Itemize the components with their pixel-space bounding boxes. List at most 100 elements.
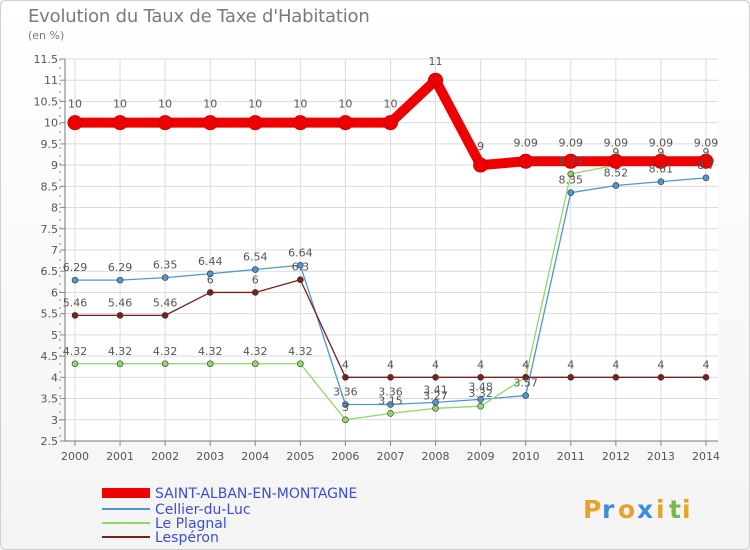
data-label: 4 — [342, 358, 349, 371]
data-label: 10 — [248, 98, 262, 111]
data-label: 9 — [702, 146, 709, 159]
data-point — [251, 360, 259, 368]
brand-letter: i — [656, 495, 665, 524]
x-tick-label: 2010 — [512, 450, 540, 463]
data-point — [702, 174, 710, 182]
data-label: 4 — [522, 358, 529, 371]
data-label: 3.57 — [513, 377, 538, 390]
y-tick-label: 11 — [44, 74, 58, 87]
y-tick-label: 10 — [44, 117, 58, 130]
data-point — [657, 374, 665, 381]
data-label: 4 — [477, 358, 484, 371]
data-label: 9.09 — [604, 136, 629, 149]
data-point — [612, 182, 620, 189]
data-label: 4.32 — [198, 345, 223, 358]
data-point — [67, 115, 83, 131]
data-point — [161, 360, 169, 368]
data-label: 4.32 — [153, 345, 178, 358]
data-point — [297, 261, 304, 269]
x-tick-label: 2011 — [557, 450, 585, 463]
data-label: 10 — [68, 98, 82, 111]
data-label: 9.09 — [694, 136, 719, 149]
data-point — [382, 115, 398, 131]
data-label: 10 — [113, 98, 127, 111]
data-label: 8.35 — [559, 174, 584, 187]
y-tick-label: 11.5 — [34, 53, 59, 66]
data-label: 5.46 — [153, 296, 178, 309]
brand-letter: P — [583, 495, 601, 524]
data-point — [608, 153, 624, 169]
data-point — [206, 360, 214, 368]
y-tick-label: 4 — [51, 371, 58, 384]
data-point — [342, 416, 349, 424]
x-tick-label: 2012 — [602, 450, 630, 463]
data-point — [297, 360, 304, 368]
data-label: 9 — [612, 146, 619, 159]
y-tick-label: 7.5 — [41, 223, 59, 236]
data-label: 4.32 — [243, 345, 268, 358]
data-label: 4.32 — [288, 345, 313, 358]
data-point — [71, 276, 79, 284]
data-point — [518, 153, 534, 169]
legend-label: Cellier-du-Luc — [155, 502, 251, 518]
data-point — [116, 360, 124, 368]
data-label: 3 — [342, 401, 349, 414]
x-tick-label: 2014 — [692, 450, 720, 463]
data-point — [698, 153, 714, 169]
data-label: 6.64 — [288, 246, 313, 259]
data-label: 10 — [383, 98, 397, 111]
legend-label: SAINT-ALBAN-EN-MONTAGNE — [155, 486, 357, 502]
y-tick-label: 9.5 — [41, 138, 59, 151]
data-point — [387, 401, 394, 408]
brand-letter: x — [637, 495, 653, 524]
data-label: 4.32 — [108, 345, 133, 358]
data-point — [247, 115, 263, 131]
x-tick-label: 2006 — [331, 450, 359, 463]
data-point — [292, 115, 308, 131]
data-label: 4 — [387, 358, 394, 371]
data-label: 10 — [158, 98, 172, 111]
data-point — [337, 115, 353, 131]
data-point — [567, 189, 575, 196]
data-label: 6.3 — [292, 261, 310, 274]
y-axis-unit: (en %) — [28, 29, 65, 42]
y-tick-label: 9 — [51, 159, 58, 172]
data-label: 8.61 — [649, 163, 674, 176]
data-point — [522, 392, 530, 399]
legend-label: Le Plagnal — [155, 516, 227, 532]
data-label: 4 — [567, 358, 574, 371]
data-point — [563, 153, 579, 169]
data-label: 9 — [477, 140, 484, 153]
data-label: 6.29 — [63, 261, 88, 274]
y-tick-label: 5 — [51, 329, 58, 342]
data-point — [116, 276, 124, 284]
data-point — [567, 374, 575, 381]
data-point — [477, 396, 484, 403]
data-label: 6.44 — [198, 255, 223, 268]
x-tick-label: 2004 — [241, 450, 269, 463]
data-label: 3.41 — [423, 383, 448, 396]
data-label: 9.09 — [559, 136, 584, 149]
data-label: 4 — [657, 358, 664, 371]
data-point — [432, 374, 439, 381]
data-point — [387, 374, 394, 381]
y-tick-label: 3.5 — [41, 393, 59, 406]
data-point — [477, 374, 484, 381]
chart-title: Evolution du Taux de Taxe d'Habitation — [28, 6, 370, 27]
y-tick-label: 6 — [51, 286, 58, 299]
y-tick-label: 3 — [51, 414, 58, 427]
x-tick-label: 2000 — [61, 450, 89, 463]
data-point — [112, 115, 128, 131]
y-tick-label: 10.5 — [34, 95, 59, 108]
data-point — [161, 274, 169, 281]
data-label: 6 — [207, 273, 214, 286]
x-tick-label: 2007 — [376, 450, 404, 463]
x-tick-label: 2001 — [106, 450, 134, 463]
data-point — [297, 276, 304, 284]
x-tick-label: 2003 — [196, 450, 224, 463]
data-point — [432, 405, 439, 412]
data-label: 8.7 — [697, 159, 715, 172]
data-point — [473, 157, 489, 173]
x-tick-label: 2009 — [467, 450, 495, 463]
